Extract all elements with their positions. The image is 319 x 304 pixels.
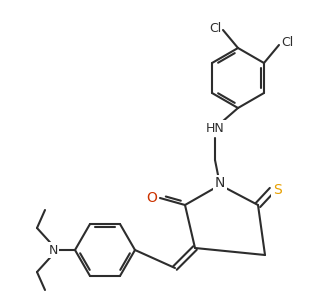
Text: N: N: [215, 176, 225, 190]
Text: O: O: [146, 191, 158, 205]
Text: Cl: Cl: [281, 36, 293, 50]
Text: Cl: Cl: [209, 22, 221, 34]
Text: N: N: [48, 244, 58, 257]
Text: S: S: [273, 183, 281, 197]
Text: HN: HN: [206, 122, 224, 134]
